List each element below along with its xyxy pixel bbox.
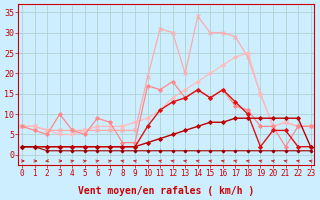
X-axis label: Vent moyen/en rafales ( km/h ): Vent moyen/en rafales ( km/h )	[78, 186, 254, 196]
